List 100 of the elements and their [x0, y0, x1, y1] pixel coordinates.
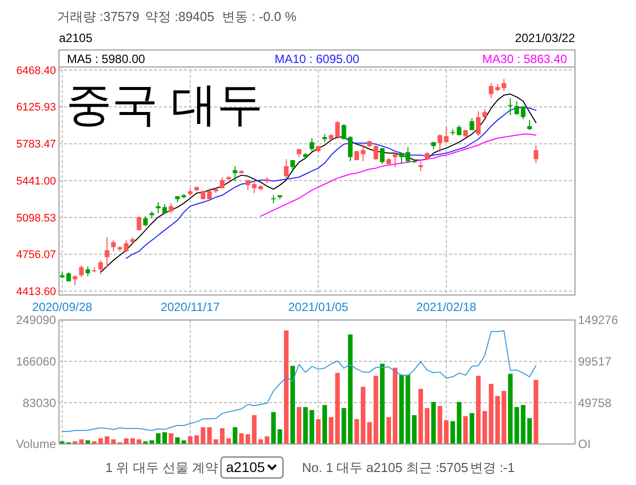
text: 1 위 대두 선물 계약 — [105, 460, 218, 475]
candlestick — [156, 202, 161, 214]
y-tick-label: Volume — [16, 437, 56, 452]
candlestick — [360, 144, 366, 162]
bar — [456, 402, 462, 444]
bar — [476, 376, 481, 444]
x-tick-label: 2020/11/17 — [160, 300, 220, 314]
candlestick — [374, 144, 378, 161]
bar — [380, 364, 385, 444]
y-tick-label: 6125.93 — [16, 102, 56, 114]
y-tick-label: 166060 — [16, 354, 56, 369]
candlestick — [392, 150, 398, 168]
y-tick-label: 5098.53 — [16, 212, 56, 224]
candlestick — [290, 160, 295, 173]
candlestick — [348, 136, 353, 162]
bar — [482, 411, 488, 444]
candlestick — [514, 100, 520, 116]
annotation: 중국 대두 — [66, 78, 263, 130]
bar — [232, 427, 238, 444]
bar — [463, 416, 468, 444]
text: a2105 — [226, 459, 266, 475]
text: MA30 : 5863.40 — [482, 52, 568, 66]
candlestick — [143, 216, 148, 227]
y-tick-label: 249090 — [16, 313, 56, 328]
text: 약정 :89405 — [145, 9, 214, 24]
bar — [354, 419, 359, 444]
bar — [316, 419, 321, 444]
x-tick-label: 2021/02/18 — [416, 300, 477, 314]
candlestick — [342, 124, 346, 140]
bar — [252, 415, 257, 444]
candlestick — [86, 266, 90, 277]
candlestick — [246, 180, 250, 191]
candlestick — [444, 126, 449, 143]
y-tick-label: 6468.40 — [16, 64, 56, 77]
bar — [162, 432, 167, 444]
candlestick — [527, 120, 532, 131]
candlestick — [252, 180, 257, 194]
candlestick — [476, 110, 481, 137]
text: 거래량 :37579 — [57, 9, 140, 24]
text: No. 1 대두 a2105 최근 :5705 — [302, 460, 468, 475]
bar — [342, 408, 346, 444]
y2-tick-label: 99517 — [578, 354, 612, 369]
bar — [168, 433, 174, 444]
candlestick — [136, 216, 142, 231]
candlestick — [232, 166, 238, 182]
bar — [284, 330, 289, 444]
bar — [296, 407, 302, 444]
y2-tick-label: 149276 — [578, 313, 618, 328]
candlestick — [168, 202, 174, 214]
bar — [431, 402, 436, 444]
bar — [450, 421, 456, 444]
bar — [412, 415, 417, 444]
y-tick-label: 5441.00 — [16, 175, 56, 188]
candlestick — [162, 204, 167, 215]
candlestick — [482, 108, 488, 119]
y-tick-label: 5783.47 — [16, 138, 56, 151]
candlestick — [508, 98, 513, 116]
y-tick-label: 4756.07 — [16, 249, 56, 262]
bar — [514, 407, 520, 444]
text: 변동 : -0.0 % — [222, 9, 297, 24]
candlestick — [438, 134, 442, 153]
bar — [424, 408, 430, 444]
candlestick — [98, 260, 103, 275]
bar — [392, 368, 398, 444]
text: 변경 :-1 — [470, 460, 515, 475]
candlestick — [310, 138, 314, 152]
line-series — [62, 330, 536, 432]
y-tick-label: 4413.60 — [16, 286, 56, 298]
text: MA5 : 5980.00 — [67, 52, 146, 66]
line-series — [260, 134, 536, 217]
bar — [348, 334, 353, 444]
bar — [290, 366, 295, 444]
candlestick — [418, 160, 424, 172]
y2-tick-label: 49758 — [578, 396, 612, 410]
y2-tick-label: OI — [578, 437, 591, 452]
bar — [508, 374, 513, 444]
candlestick — [124, 240, 129, 253]
bar — [322, 405, 327, 444]
bar — [156, 433, 161, 444]
y-tick-label: 83030 — [22, 396, 56, 410]
candlestick — [66, 272, 71, 282]
x-tick-label: 2021/01/05 — [288, 300, 349, 314]
bar — [444, 420, 449, 444]
bar — [386, 417, 392, 444]
bar — [438, 406, 442, 444]
bar — [470, 413, 474, 444]
chart-title: a2105 — [59, 31, 93, 45]
candlestick — [72, 274, 78, 286]
candlestick — [520, 106, 526, 120]
bar — [220, 428, 225, 444]
bar — [534, 380, 538, 444]
bar — [418, 388, 424, 444]
candlestick — [534, 144, 538, 164]
x-tick-label: 2020/09/28 — [32, 300, 93, 314]
text: MA10 : 6095.00 — [274, 52, 360, 66]
candlestick — [284, 158, 289, 179]
candlestick — [380, 148, 385, 165]
candlestick — [79, 264, 84, 278]
candlestick — [104, 236, 110, 268]
chart-subtitle: 2021/03/22 — [514, 31, 576, 45]
